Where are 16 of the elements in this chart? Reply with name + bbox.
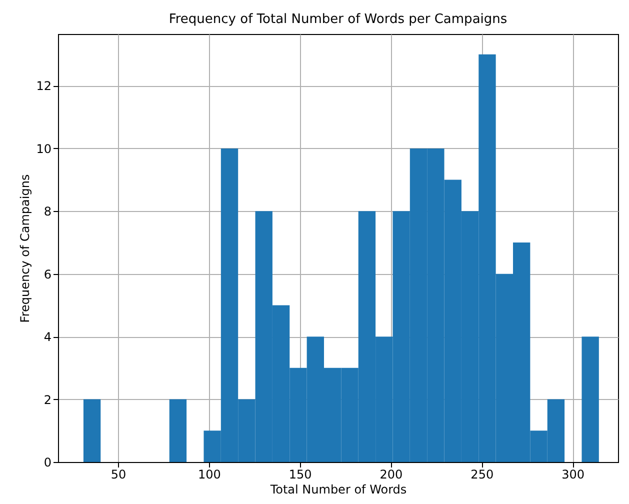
- x-tick-label: 150: [288, 468, 312, 482]
- x-tick-label: 100: [198, 468, 221, 482]
- y-tick-label: 4: [44, 330, 52, 344]
- x-tick-label: 200: [380, 468, 403, 482]
- y-axis-title: Frequency of Campaigns: [18, 174, 32, 323]
- chart-title: Frequency of Total Number of Words per Campaigns: [168, 12, 508, 27]
- y-tick-label: 0: [44, 456, 52, 470]
- x-tick-label: 50: [110, 468, 126, 482]
- y-tick-label: 6: [44, 267, 52, 282]
- y-tick-label: 12: [36, 79, 52, 94]
- x-axis-title: Total Number of Words: [269, 482, 407, 496]
- x-tick-label: 250: [470, 468, 494, 482]
- x-tick-label: 300: [562, 468, 584, 482]
- y-tick-label: 10: [36, 142, 52, 156]
- y-tick-label: 8: [44, 204, 52, 219]
- y-tick-label: 2: [44, 392, 52, 407]
